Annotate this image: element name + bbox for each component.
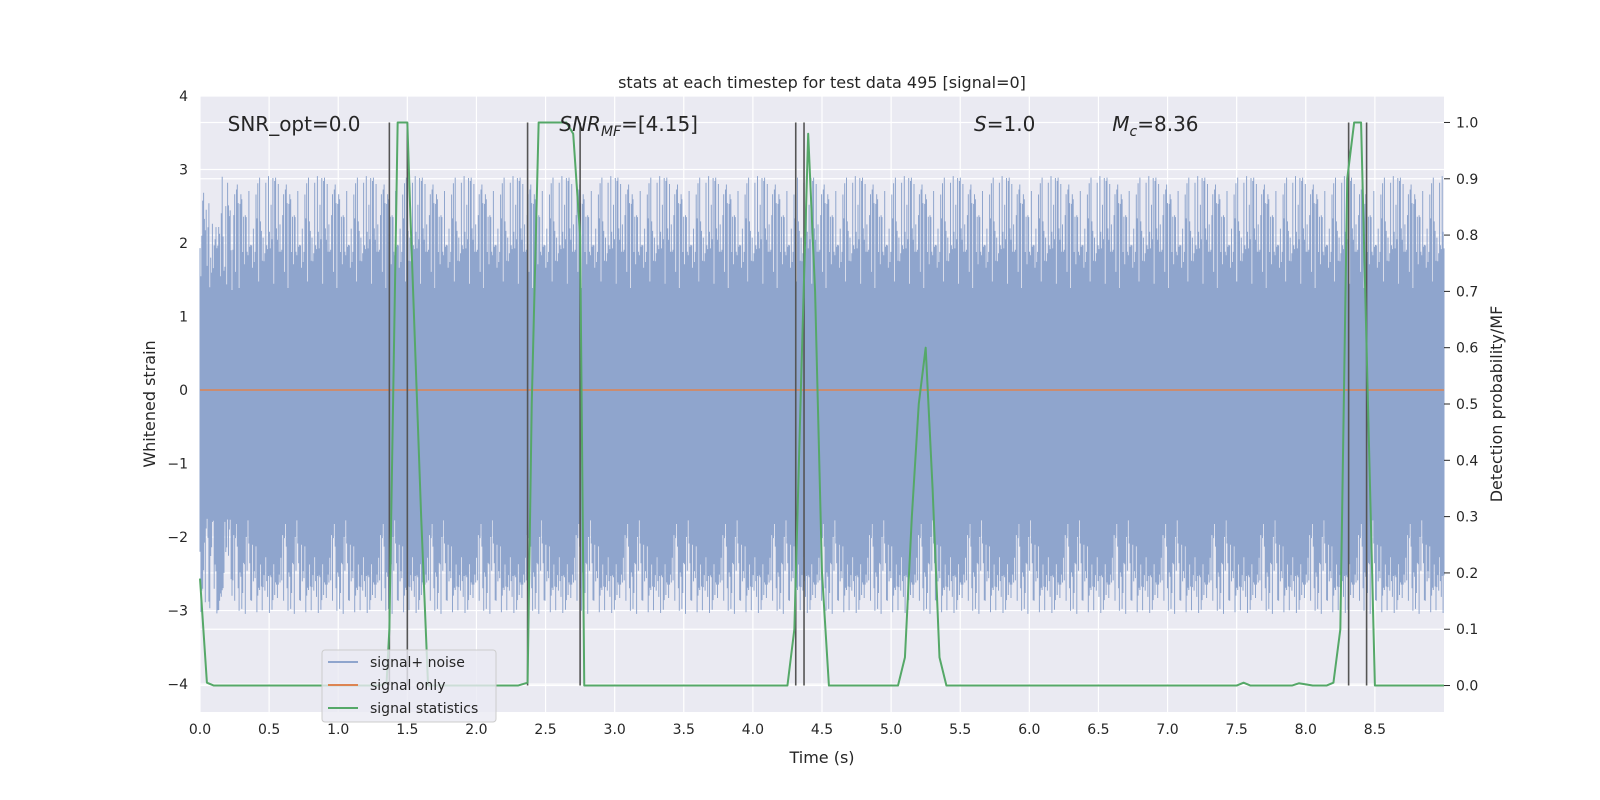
y-tick-label: 4	[179, 89, 188, 105]
y-axis-ticks: −4 −3 −2 −1 0 1 2 3 4	[167, 89, 188, 693]
right-y-tick-label: 0.5	[1456, 397, 1478, 413]
legend-box	[321, 649, 497, 723]
right-y-tick-label: 0.2	[1456, 566, 1478, 582]
right-y-tick-label: 1.0	[1456, 115, 1478, 131]
right-y-tick-label: 0.7	[1456, 284, 1478, 300]
signal-statistics-line	[199, 121, 1444, 687]
x-tick-label: 3.5	[673, 722, 695, 738]
y-tick-label: −2	[167, 530, 188, 546]
x-axis-label: Time (s)	[788, 748, 854, 767]
right-y-tick-label: 0.9	[1456, 172, 1478, 188]
x-tick-label: 3.0	[604, 722, 626, 738]
annotation-text: SNR_opt=0.0	[228, 112, 361, 136]
y-tick-label: −3	[167, 604, 188, 620]
annotation-text: Mc=8.36	[1112, 112, 1198, 140]
chart-title: stats at each timestep for test data 495…	[618, 73, 1026, 92]
right-y-tick-label: 0.6	[1456, 341, 1478, 357]
x-tick-label: 5.0	[880, 722, 902, 738]
x-tick-label: 1.5	[396, 722, 418, 738]
right-y-axis-label: Detection probability/MF	[1487, 306, 1506, 503]
x-tick-label: 7.0	[1156, 722, 1178, 738]
x-tick-label: 8.5	[1364, 722, 1386, 738]
y-tick-label: −4	[167, 677, 188, 693]
annotation-text: S=1.0	[974, 112, 1035, 136]
x-tick-label: 7.5	[1226, 722, 1248, 738]
x-tick-label: 2.0	[465, 722, 487, 738]
x-tick-label: 4.5	[811, 722, 833, 738]
x-axis-ticks: 0.0 0.5 1.0 1.5 2.0 2.5 3.0 3.5 4.0 4.5 5.0 5.5 6.0 6…	[189, 722, 1386, 738]
x-tick-label: 0.0	[189, 722, 211, 738]
y-tick-label: 1	[179, 310, 188, 326]
x-tick-label: 6.0	[1018, 722, 1040, 738]
x-tick-label: 8.0	[1295, 722, 1317, 738]
legend-label-statistics: signal statistics	[370, 701, 478, 717]
right-y-tick-label: 0.0	[1456, 679, 1478, 695]
x-tick-label: 1.0	[327, 722, 349, 738]
legend-label-noise: signal+ noise	[370, 655, 465, 671]
right-y-tick-label: 0.4	[1456, 453, 1478, 469]
x-tick-label: 4.0	[742, 722, 764, 738]
right-y-tick-label: 0.1	[1456, 622, 1478, 638]
vertical-markers	[388, 122, 1368, 686]
noise-line	[199, 176, 1445, 614]
y-axis-label: Whitened strain	[140, 340, 159, 467]
x-tick-label: 5.5	[949, 722, 971, 738]
x-tick-label: 2.5	[534, 722, 556, 738]
right-y-tick-label: 0.8	[1456, 228, 1478, 244]
y-tick-label: −1	[167, 457, 188, 473]
x-tick-label: 0.5	[258, 722, 280, 738]
legend-label-signal: signal only	[370, 678, 445, 694]
y-tick-label: 3	[179, 163, 188, 179]
right-y-tick-label: 0.3	[1456, 510, 1478, 526]
signal-statistics-series	[199, 121, 1444, 687]
y-tick-label: 0	[179, 383, 188, 399]
x-tick-label: 6.5	[1087, 722, 1109, 738]
annotations: SNR_opt=0.0 SNRMF=[4.15] S=1.0 Mc=8.36	[228, 112, 1199, 140]
right-y-axis-ticks: 0.0 0.1 0.2 0.3 0.4 0.5 0.6 0.7 0.8 0.9 1.0	[1444, 115, 1478, 695]
legend: signal+ noise signal only signal statist…	[321, 649, 497, 723]
y-tick-label: 2	[179, 236, 188, 252]
annotation-text: SNRMF=[4.15]	[559, 112, 698, 140]
